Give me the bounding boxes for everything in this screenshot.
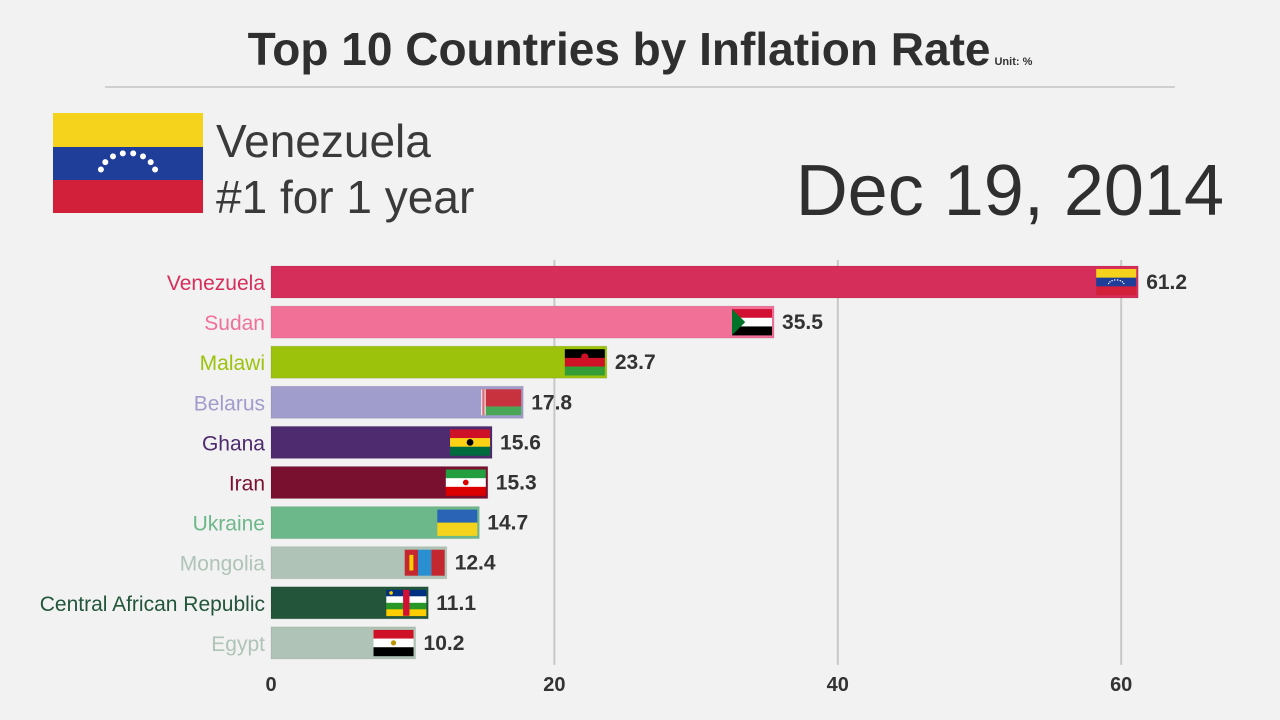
category-label: Venezuela	[167, 272, 265, 295]
category-label: Ghana	[202, 432, 265, 455]
bar	[270, 265, 1139, 299]
leader-streak: #1 for 1 year	[216, 171, 475, 223]
value-label: 15.3	[496, 472, 537, 495]
ukraine-flag-icon	[437, 509, 478, 536]
value-label: 11.1	[436, 592, 476, 615]
value-label: 12.4	[455, 552, 496, 575]
bar	[270, 305, 775, 339]
date-label: Dec 19, 2014	[795, 151, 1224, 231]
x-tick-label: 0	[265, 674, 276, 696]
x-tick-label: 20	[543, 674, 565, 696]
mongolia-flag-icon	[404, 549, 445, 576]
category-label: Belarus	[194, 392, 265, 415]
category-label: Ukraine	[193, 513, 265, 536]
value-label: 15.6	[500, 431, 541, 454]
bar-chart: Venezuela 61.2 Sudan 35.5 Malawi 23.7 Belarus 1…	[40, 260, 1187, 696]
central-african-republic-flag-icon	[386, 589, 427, 617]
title-area: Top 10 Countries by Inflation Rate Unit: …	[0, 22, 1280, 76]
title-divider	[105, 86, 1175, 88]
value-label: 10.2	[424, 632, 465, 655]
x-tick-label: 60	[1110, 674, 1132, 696]
sudan-flag-icon	[732, 309, 773, 336]
ghana-flag-icon	[450, 429, 491, 456]
value-label: 23.7	[615, 351, 656, 374]
category-label: Iran	[229, 473, 265, 496]
value-label: 14.7	[487, 512, 528, 535]
venezuela-flag-icon	[53, 113, 203, 213]
venezuela-flag-icon	[1096, 269, 1137, 296]
belarus-flag-icon	[481, 389, 522, 416]
leader-country-name: Venezuela	[216, 115, 431, 167]
egypt-flag-icon	[373, 629, 414, 657]
malawi-flag-icon	[564, 349, 605, 376]
chart-title: Top 10 Countries by Inflation Rate	[247, 23, 991, 75]
value-label: 35.5	[782, 311, 823, 334]
bar	[270, 385, 524, 419]
category-label: Egypt	[211, 633, 265, 656]
category-label: Malawi	[200, 352, 265, 375]
x-tick-label: 40	[827, 674, 849, 696]
bar	[270, 345, 608, 379]
iran-flag-icon	[445, 469, 486, 496]
value-label: 17.8	[531, 391, 572, 414]
category-label: Mongolia	[180, 553, 266, 576]
value-label: 61.2	[1146, 271, 1187, 294]
category-label: Sudan	[204, 312, 265, 335]
unit-label: Unit: %	[994, 56, 1033, 68]
category-label: Central African Republic	[40, 593, 265, 616]
